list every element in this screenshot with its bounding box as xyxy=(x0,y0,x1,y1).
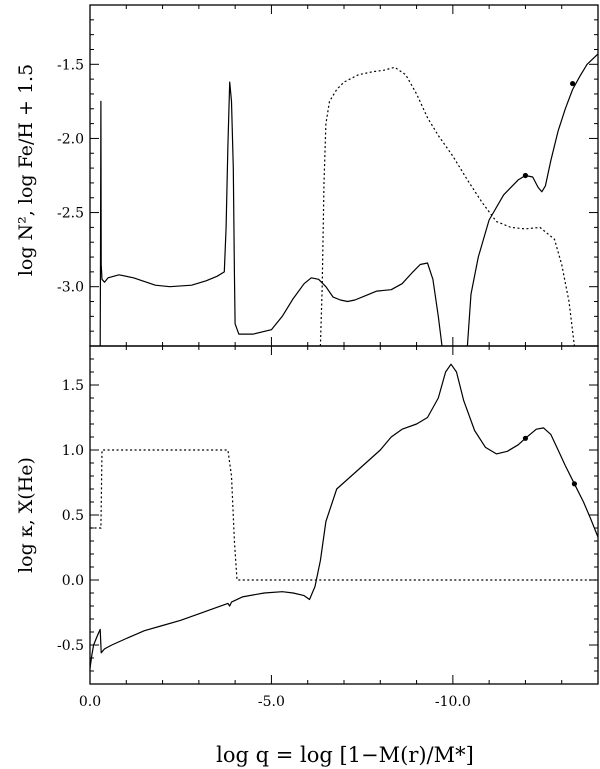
y-tick-label: 0.0 xyxy=(62,573,84,589)
y-tick-label: 0.5 xyxy=(62,508,84,524)
dotted-curve xyxy=(90,449,598,581)
plot-frame xyxy=(89,4,599,347)
marker-point xyxy=(522,435,529,441)
marker-point xyxy=(571,481,578,487)
y-tick-label: -2.5 xyxy=(57,206,84,222)
marker-point xyxy=(570,80,576,87)
x-tick-label: -10.0 xyxy=(435,694,471,710)
y-tick-label: -0.5 xyxy=(57,638,84,654)
bottom-panel: 1.5 1.0 0.5 0.0 -0.5 0.0 -5.0 -10.0 xyxy=(57,345,599,710)
y-tick-label: 1.0 xyxy=(62,443,84,459)
x-tick-label: 0.0 xyxy=(79,694,101,710)
y-tick-label: -2.0 xyxy=(57,131,84,147)
marker-point xyxy=(522,172,529,179)
x-axis-label: log q = log [1−M(r)/M*] xyxy=(216,743,474,767)
solid-curve xyxy=(99,81,443,346)
plot-frame xyxy=(89,345,599,685)
bottom-y-axis-label: log κ, X(He) xyxy=(15,457,37,573)
top-y-axis-label: log N², log Fe/H + 1.5 xyxy=(15,64,37,276)
y-tick-label: -1.5 xyxy=(57,57,84,73)
y-tick-label: 1.5 xyxy=(62,378,84,394)
dotted-curve xyxy=(319,66,575,346)
solid-curve xyxy=(466,53,598,346)
top-panel: -1.5 -2.0 -2.5 -3.0 xyxy=(57,4,599,347)
y-tick-label: -3.0 xyxy=(57,280,84,296)
solid-curve xyxy=(90,363,598,669)
x-tick-label: -5.0 xyxy=(258,694,285,710)
